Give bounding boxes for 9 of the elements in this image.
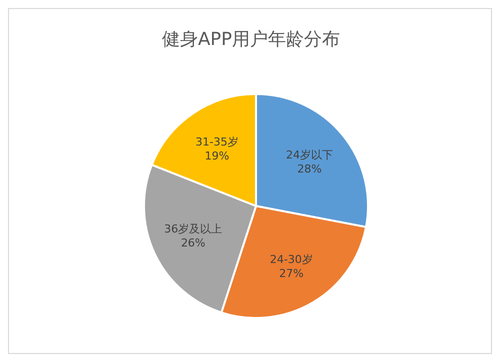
- data-label: 27%: [279, 266, 304, 280]
- data-label: 19%: [204, 150, 230, 163]
- data-label: 26%: [180, 236, 206, 250]
- slice-label: 24岁以下: [286, 148, 334, 162]
- slice-label: 24-30岁: [270, 252, 313, 266]
- slice-label: 31-35岁: [195, 136, 238, 149]
- data-label: 28%: [297, 162, 322, 176]
- chart-title: 健身APP用户年龄分布: [162, 29, 340, 50]
- slice-label: 36岁及以上: [164, 222, 222, 236]
